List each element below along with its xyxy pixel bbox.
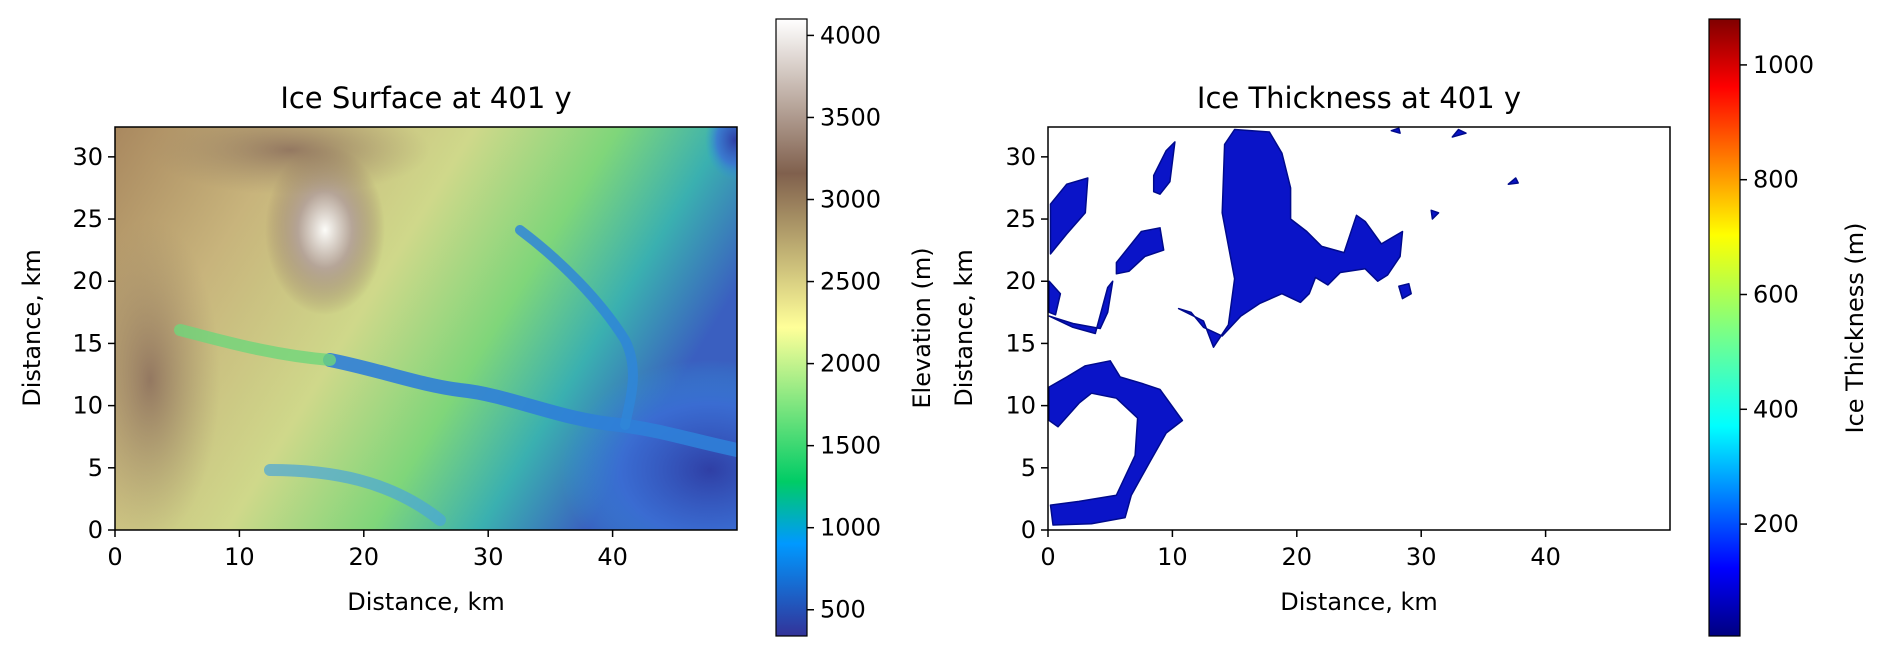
thickness-x-label: Distance, km <box>1280 588 1437 616</box>
thickness-y-tick-label: 15 <box>1005 329 1036 357</box>
thickness-map-background <box>1048 127 1670 530</box>
thickness-colorbar-label: Ice Thickness (m) <box>1841 222 1869 433</box>
thickness-colorbar-tick-label: 1000 <box>1753 51 1814 79</box>
thickness-x-tick-label: 0 <box>1040 543 1055 571</box>
surface-x-ticks: 0 10 20 30 40 <box>107 530 628 571</box>
surface-y-label: Distance, km <box>18 249 46 406</box>
surface-y-tick-label: 5 <box>88 454 103 482</box>
thickness-y-tick-label: 25 <box>1005 205 1036 233</box>
thickness-colorbar-ticks: 200 400 600 800 1000 <box>1740 51 1814 538</box>
surface-colorbar-tick-label: 3000 <box>820 186 881 214</box>
thickness-y-ticks: 0 5 10 15 20 25 30 <box>1005 143 1048 544</box>
surface-lowland-ne <box>705 127 737 180</box>
thickness-title: Ice Thickness at 401 y <box>1197 81 1521 115</box>
ice-region <box>1430 209 1440 220</box>
thickness-x-tick-label: 10 <box>1157 543 1188 571</box>
thickness-y-label: Distance, km <box>950 249 978 406</box>
surface-map <box>115 127 737 530</box>
surface-y-tick-label: 20 <box>72 267 103 295</box>
surface-colorbar-tick-label: 2000 <box>820 350 881 378</box>
surface-y-tick-label: 0 <box>88 516 103 544</box>
thickness-y-tick-label: 30 <box>1005 143 1036 171</box>
surface-colorbar-tick-label: 3500 <box>820 103 881 131</box>
surface-colorbar-tick-label: 4000 <box>820 21 881 49</box>
thickness-colorbar <box>1708 18 1741 637</box>
ice-region <box>1177 128 1404 348</box>
ice-region <box>1115 227 1165 275</box>
surface-y-tick-label: 25 <box>72 205 103 233</box>
thickness-axes-frame <box>1047 126 1671 531</box>
ice-region <box>1048 280 1114 335</box>
surface-panel: Ice Surface at 401 y 0 10 20 30 40 0 5 10 15 20 2… <box>18 18 936 637</box>
surface-y-tick-label: 10 <box>72 392 103 420</box>
ice-region <box>1398 282 1412 300</box>
surface-x-label: Distance, km <box>347 588 504 616</box>
surface-colorbar <box>775 18 808 637</box>
ice-region <box>1390 127 1401 134</box>
thickness-x-tick-label: 30 <box>1406 543 1437 571</box>
surface-title: Ice Surface at 401 y <box>280 81 571 115</box>
surface-colorbar-tick-label: 1500 <box>820 432 881 460</box>
surface-y-tick-label: 30 <box>72 143 103 171</box>
thickness-x-ticks: 0 10 20 30 40 <box>1040 530 1561 571</box>
surface-colorbar-ticks: 500 1000 1500 2000 2500 3000 3500 4000 <box>807 21 881 624</box>
thickness-colorbar-tick-label: 600 <box>1753 280 1799 308</box>
surface-x-tick-label: 0 <box>107 543 122 571</box>
surface-highland-north <box>150 127 430 195</box>
surface-west-valley <box>174 324 336 366</box>
thickness-panel: Ice Thickness at 401 y 0 10 20 30 40 0 5 10 15 2… <box>950 18 1869 637</box>
thickness-colorbar-tick-label: 800 <box>1753 166 1799 194</box>
surface-y-ticks: 0 5 10 15 20 25 30 <box>72 143 115 544</box>
thickness-ice-regions <box>1048 127 1519 526</box>
surface-x-tick-label: 20 <box>349 543 380 571</box>
surface-axes-frame <box>114 126 738 531</box>
surface-x-tick-label: 40 <box>597 543 628 571</box>
surface-colorbar-tick-label: 500 <box>820 596 866 624</box>
surface-colorbar-label: Elevation (m) <box>908 247 936 408</box>
ice-region <box>1451 128 1467 138</box>
thickness-y-tick-label: 0 <box>1021 516 1036 544</box>
thickness-y-tick-label: 5 <box>1021 454 1036 482</box>
ice-region <box>1048 280 1062 316</box>
thickness-y-tick-label: 10 <box>1005 392 1036 420</box>
ice-region <box>1152 141 1176 195</box>
thickness-colorbar-tick-label: 400 <box>1753 395 1799 423</box>
surface-x-tick-label: 10 <box>224 543 255 571</box>
thickness-colorbar-tick-label: 200 <box>1753 510 1799 538</box>
surface-lowland-se <box>560 360 737 530</box>
thickness-x-tick-label: 40 <box>1530 543 1561 571</box>
surface-x-tick-label: 30 <box>473 543 504 571</box>
surface-highland-west <box>115 220 220 530</box>
ice-region <box>1048 360 1184 526</box>
surface-colorbar-tick-label: 1000 <box>820 514 881 542</box>
thickness-x-tick-label: 20 <box>1282 543 1313 571</box>
thickness-y-tick-label: 20 <box>1005 267 1036 295</box>
ice-region <box>1049 177 1089 255</box>
surface-north-valley <box>515 225 638 430</box>
surface-y-tick-label: 15 <box>72 329 103 357</box>
ice-region <box>1507 177 1519 185</box>
surface-colorbar-tick-label: 2500 <box>820 268 881 296</box>
surface-main-valley <box>323 353 737 457</box>
surface-south-valley <box>264 464 446 526</box>
